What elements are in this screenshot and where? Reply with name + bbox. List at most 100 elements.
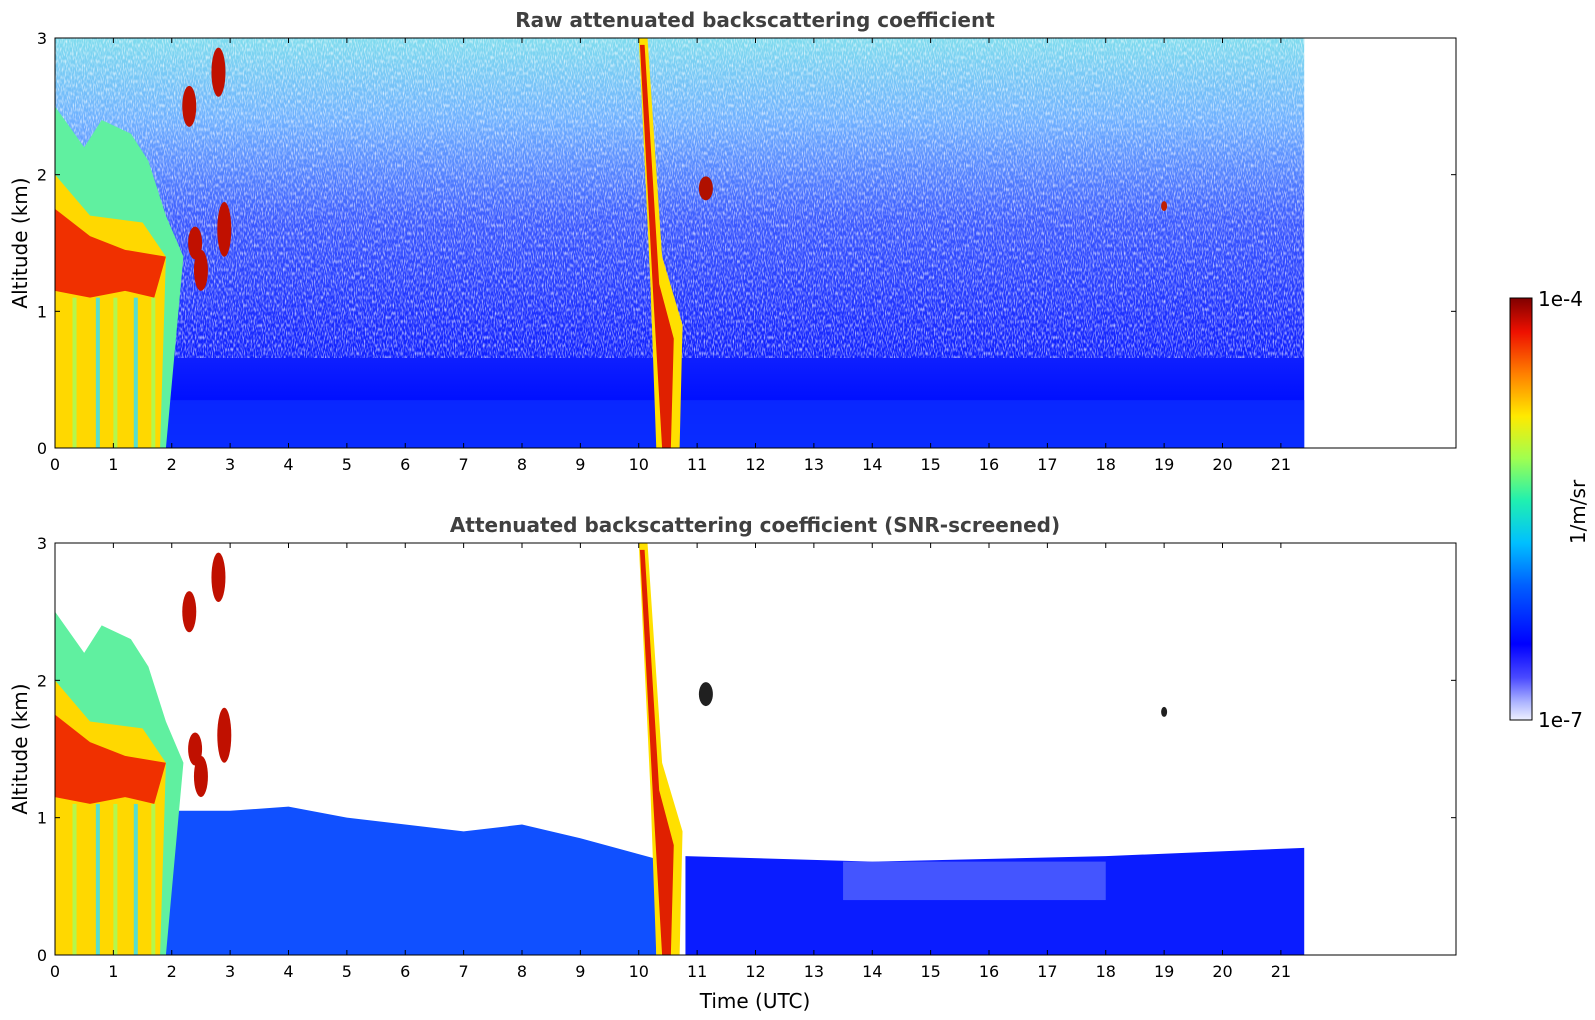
x-tick-label-screened-8: 8 <box>517 962 527 981</box>
x-tick-label-raw-19: 19 <box>1154 455 1174 474</box>
x-tick-label-screened-0: 0 <box>50 962 60 981</box>
x-tick-label-screened-18: 18 <box>1096 962 1116 981</box>
x-tick-label-screened-15: 15 <box>920 962 940 981</box>
colorbar-max-label: 1e-4 <box>1538 287 1583 311</box>
y-tick-label-raw-0: 0 <box>37 439 47 458</box>
cloud-fragment-raw-2 <box>193 249 208 291</box>
x-tick-label-raw-12: 12 <box>745 455 765 474</box>
cloud-streak-screened-0 <box>72 803 77 955</box>
cloud-streak-screened-1 <box>95 803 100 955</box>
x-tick-label-raw-13: 13 <box>804 455 824 474</box>
boundary-layer-right-screened <box>685 847 1305 955</box>
x-tick-label-raw-5: 5 <box>342 455 352 474</box>
panel-screened: Attenuated backscattering coefficient (S… <box>8 513 1457 1013</box>
x-tick-label-screened-6: 6 <box>400 962 410 981</box>
x-tick-label-screened-17: 17 <box>1037 962 1057 981</box>
x-tick-label-raw-14: 14 <box>862 455 882 474</box>
thin-layer-screened <box>843 861 1106 901</box>
cloud-patch-11h-raw <box>698 176 713 201</box>
boundary-layer-raw <box>165 400 1305 448</box>
colorbar-units: 1/m/sr <box>1566 479 1590 544</box>
y-tick-label-screened-2: 2 <box>37 671 47 690</box>
cloud-fragment-raw-1 <box>211 47 226 97</box>
noise-overlay-raw <box>55 38 1305 358</box>
y-tick-label-raw-2: 2 <box>37 166 47 185</box>
cloud-streak-screened-2 <box>113 803 118 955</box>
x-tick-label-raw-0: 0 <box>50 455 60 474</box>
x-tick-label-raw-6: 6 <box>400 455 410 474</box>
cloud-streak-screened-3 <box>133 803 138 955</box>
cloud-streak-screened-4 <box>151 803 156 955</box>
heatmap-raw <box>55 38 1305 448</box>
cloud-streak-raw-4 <box>151 297 156 448</box>
x-tick-label-raw-2: 2 <box>167 455 177 474</box>
x-tick-label-raw-1: 1 <box>108 455 118 474</box>
x-tick-label-screened-3: 3 <box>225 962 235 981</box>
cloud-fragment-raw-4 <box>188 226 203 260</box>
panel-raw: Raw attenuated backscattering coefficien… <box>8 8 1457 474</box>
x-tick-label-raw-17: 17 <box>1037 455 1057 474</box>
cloud-fragment-screened-1 <box>211 552 226 603</box>
cloud-patch-11h-screened <box>698 682 713 707</box>
x-tick-label-screened-19: 19 <box>1154 962 1174 981</box>
x-tick-label-raw-15: 15 <box>920 455 940 474</box>
boundary-layer-left-screened <box>165 806 657 955</box>
title-screened: Attenuated backscattering coefficient (S… <box>450 513 1060 537</box>
x-tick-label-raw-11: 11 <box>687 455 707 474</box>
ylabel-raw: Altitude (km) <box>8 177 32 308</box>
cloud-fragment-screened-0 <box>182 591 197 633</box>
x-tick-label-raw-3: 3 <box>225 455 235 474</box>
cloud-left-core-raw <box>55 208 166 298</box>
colorbar: 1e-4 1e-7 1/m/sr <box>1509 287 1590 732</box>
cloud-fragment-screened-3 <box>217 707 232 763</box>
cloud-fragment-screened-4 <box>188 732 203 766</box>
x-tick-label-raw-21: 21 <box>1271 455 1291 474</box>
y-tick-label-raw-1: 1 <box>37 302 47 321</box>
x-tick-label-screened-4: 4 <box>283 962 293 981</box>
cloud-fragment-screened-2 <box>193 755 208 798</box>
y-tick-label-screened-1: 1 <box>37 809 47 828</box>
x-tick-label-screened-11: 11 <box>687 962 707 981</box>
x-tick-label-screened-14: 14 <box>862 962 882 981</box>
colorbar-min-label: 1e-7 <box>1538 708 1583 732</box>
cloud-left-core-screened <box>55 714 166 804</box>
cloud-patch-19h-raw <box>1161 201 1168 212</box>
y-tick-label-raw-3: 3 <box>37 29 47 48</box>
x-tick-label-screened-20: 20 <box>1212 962 1232 981</box>
x-tick-label-screened-9: 9 <box>575 962 585 981</box>
y-tick-label-screened-3: 3 <box>37 534 47 553</box>
heatmap-screened <box>55 543 1305 955</box>
x-tick-label-screened-16: 16 <box>979 962 999 981</box>
x-tick-label-raw-7: 7 <box>459 455 469 474</box>
x-tick-label-raw-8: 8 <box>517 455 527 474</box>
x-tick-label-screened-2: 2 <box>167 962 177 981</box>
x-tick-label-screened-21: 21 <box>1271 962 1291 981</box>
x-tick-label-screened-13: 13 <box>804 962 824 981</box>
x-tick-label-raw-16: 16 <box>979 455 999 474</box>
cloud-fragment-raw-3 <box>217 202 232 257</box>
cloud-streak-raw-2 <box>113 297 118 448</box>
x-tick-label-raw-18: 18 <box>1096 455 1116 474</box>
colorbar-gradient <box>1509 297 1533 721</box>
cloud-streak-raw-0 <box>72 297 77 448</box>
x-tick-label-screened-1: 1 <box>108 962 118 981</box>
ylabel-screened: Altitude (km) <box>8 683 32 814</box>
cloud-patch-19h-screened <box>1161 706 1168 717</box>
x-tick-label-screened-12: 12 <box>745 962 765 981</box>
x-tick-label-screened-10: 10 <box>629 962 649 981</box>
cloud-fragment-raw-0 <box>182 85 197 127</box>
x-tick-label-raw-9: 9 <box>575 455 585 474</box>
x-tick-label-raw-4: 4 <box>283 455 293 474</box>
x-tick-label-screened-5: 5 <box>342 962 352 981</box>
x-tick-label-screened-7: 7 <box>459 962 469 981</box>
precip-column-core-raw <box>639 44 674 448</box>
x-tick-label-raw-10: 10 <box>629 455 649 474</box>
precip-column-core-screened <box>639 549 674 955</box>
cloud-streak-raw-1 <box>95 297 100 448</box>
title-raw: Raw attenuated backscattering coefficien… <box>515 8 995 32</box>
x-tick-label-raw-20: 20 <box>1212 455 1232 474</box>
xlabel-screened: Time (UTC) <box>699 989 811 1013</box>
